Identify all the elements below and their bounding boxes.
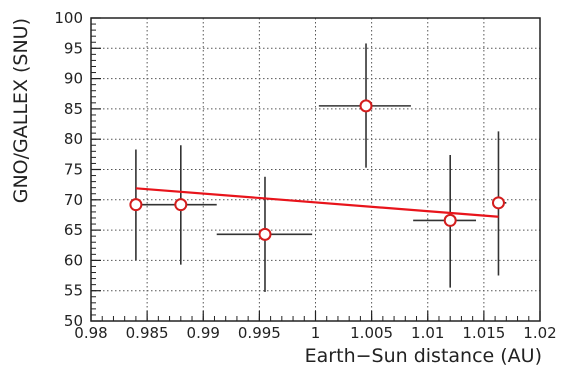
x-tick-label: 1.01 [411,324,444,342]
x-tick-label: 0.995 [238,324,281,342]
data-point [129,198,143,212]
y-tick-labels: 50 55 60 65 70 75 80 85 90 95 100 [54,9,83,330]
y-tick-label: 75 [64,161,83,179]
y-tick-label: 100 [54,9,83,27]
data-point [258,227,272,241]
y-tick-label: 90 [64,70,83,88]
y-tick-label: 85 [64,100,83,118]
x-tick-label: 1 [311,324,321,342]
axis-ticks [90,17,541,322]
x-axis-title: Earth−Sun distance (AU) [305,345,542,367]
fit-line [135,187,499,218]
x-tick-label: 0.99 [187,324,220,342]
data-point [443,213,457,227]
y-tick-label: 95 [64,39,83,57]
y-tick-label: 55 [64,282,83,300]
y-tick-label: 65 [64,221,83,239]
x-tick-label: 1.015 [462,324,505,342]
y-tick-label: 70 [64,191,83,209]
data-point [491,196,505,210]
grid [91,18,540,321]
x-tick-label: 0.985 [126,324,169,342]
data-point [174,198,188,212]
y-axis-title: GNO/GALLEX (SNU) [10,18,32,203]
x-tick-labels: 0.98 0.985 0.99 0.995 1 1.005 1.01 1.015 1.02 [74,324,556,342]
data-point [359,99,373,113]
x-tick-label: 1.02 [523,324,556,342]
x-tick-label: 1.005 [350,324,393,342]
y-tick-label: 50 [64,312,83,330]
y-tick-label: 80 [64,130,83,148]
y-tick-label: 60 [64,251,83,269]
data-markers [129,99,505,241]
x-tick-label: 0.98 [74,324,107,342]
